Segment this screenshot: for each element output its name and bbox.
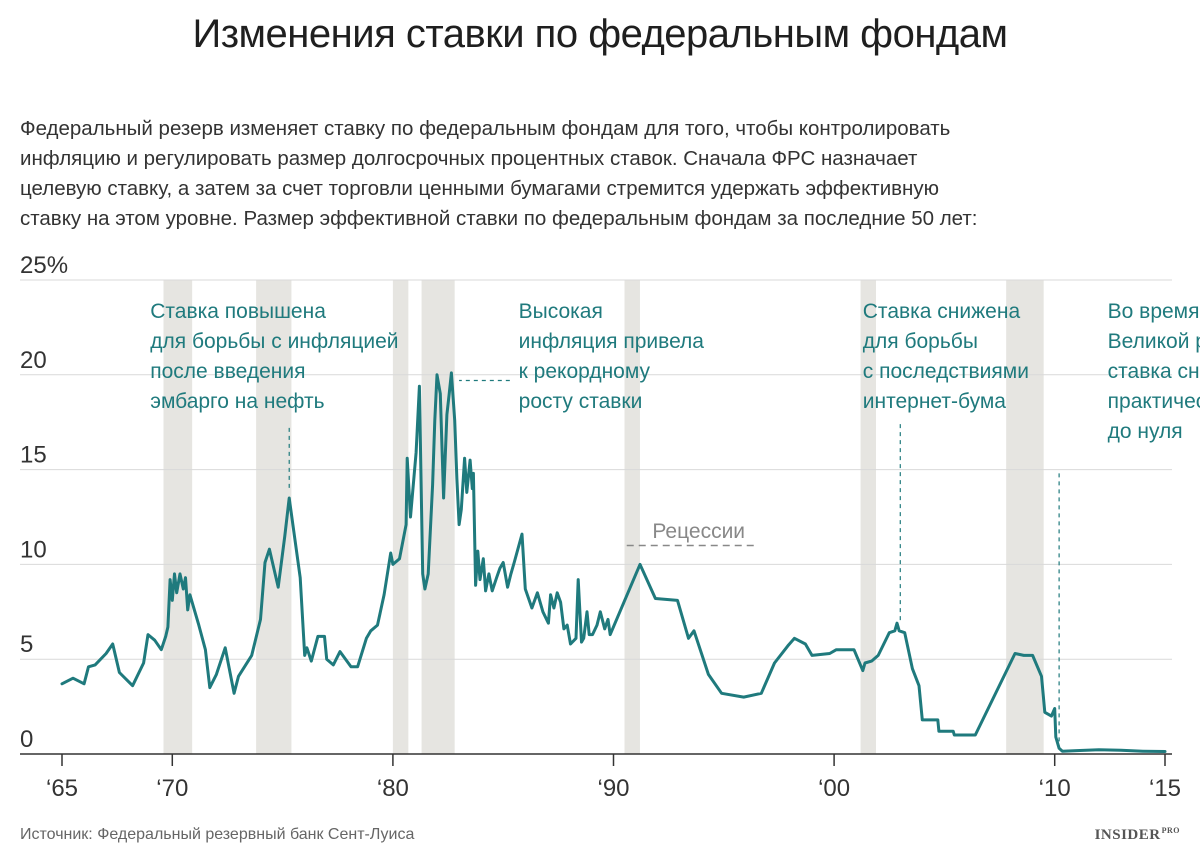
description-line: инфляцию и регулировать размер долгосроч… — [20, 147, 918, 170]
annotation: Ставка повышена для борьбы с инфляцией пос… — [150, 300, 399, 491]
y-tick-label: 0 — [20, 726, 33, 753]
recession-band — [624, 280, 640, 754]
chart-title: Изменения ставки по федеральным фондам — [192, 12, 1008, 56]
brand-logo: INSIDERPRO — [1095, 826, 1180, 844]
annotation-text: инфляция привела — [519, 330, 705, 353]
annotation-text: интернет-бума — [863, 390, 1007, 413]
recession-band — [421, 280, 455, 754]
y-tick-label: 10 — [20, 536, 47, 563]
annotation-text: для борьбы с инфляцией — [150, 330, 398, 353]
brand-suffix: PRO — [1161, 826, 1180, 835]
x-tick-label: ‘70 — [156, 775, 188, 802]
recession-band — [163, 280, 193, 754]
annotation-text: Ставка снижена — [863, 300, 1021, 323]
annotation-text: росту ставки — [519, 390, 643, 413]
annotation-text: с последствиями — [863, 360, 1029, 383]
x-tick-label: ‘90 — [597, 775, 629, 802]
description-line: ставку на этом уровне. Размер эффективно… — [20, 207, 978, 230]
y-tick-label: 20 — [20, 347, 47, 374]
description-line: целевую ставку, а затем за счет торговли… — [20, 177, 939, 200]
recession-band — [860, 280, 877, 754]
annotation-text: после введения — [150, 360, 305, 383]
annotation-text: для борьбы — [863, 330, 978, 353]
annotation: Высокая инфляция привела к рекордному росту… — [459, 300, 704, 413]
x-tick-label: ‘10 — [1039, 775, 1071, 802]
x-tick-label: ‘00 — [818, 775, 850, 802]
legend-label: Рецессии — [652, 520, 745, 543]
brand-name: INSIDER — [1094, 827, 1161, 843]
annotation: Во время Великой рецессии ставка снизилась… — [1058, 300, 1200, 747]
y-tick-label: 5 — [20, 631, 33, 658]
annotation-text: практически — [1108, 390, 1200, 413]
annotation-text: Великой рецессии — [1108, 330, 1200, 353]
rate-line — [60, 371, 1167, 753]
annotation: Ставка снижена для борьбы с последствиями и… — [863, 300, 1029, 622]
chart-description: Федеральный резерв изменяет ставку по фе… — [20, 114, 1180, 234]
recession-band — [392, 280, 409, 754]
annotation-text: ставка снизилась — [1108, 360, 1200, 383]
y-tick-label: 15 — [20, 442, 47, 469]
y-tick-label: 25% — [20, 252, 68, 279]
annotation-text: до нуля — [1108, 420, 1183, 443]
source-note: Источник: Федеральный резервный банк Сен… — [20, 826, 415, 843]
description-line: Федеральный резерв изменяет ставку по фе… — [20, 117, 951, 140]
annotation-text: Ставка повышена — [150, 300, 326, 323]
x-tick-label: ‘15 — [1149, 775, 1181, 802]
annotation-text: к рекордному — [519, 360, 651, 383]
x-tick-label: ‘65 — [46, 775, 78, 802]
annotation-text: Высокая — [519, 300, 603, 323]
recession-band — [1006, 280, 1044, 754]
annotation-text: эмбарго на нефть — [150, 390, 324, 413]
annotation-text: Во время — [1108, 300, 1200, 323]
x-tick-label: ‘80 — [377, 775, 409, 802]
